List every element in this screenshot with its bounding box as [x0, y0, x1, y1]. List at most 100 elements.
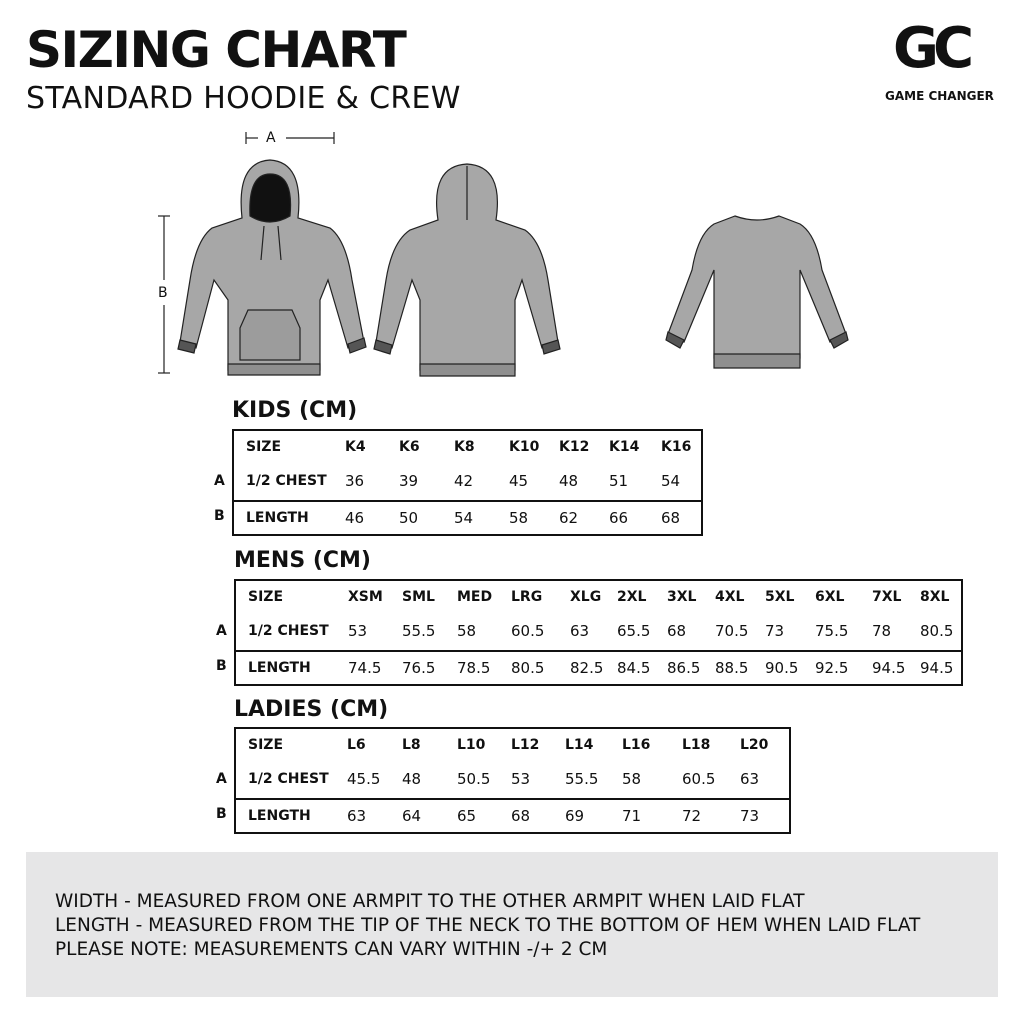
table-cell: 88.5	[715, 659, 749, 677]
table-cell: 68	[511, 807, 531, 825]
table-cell: 86.5	[667, 659, 701, 677]
header-cell: L20	[740, 737, 769, 753]
header-cell: SIZE	[248, 737, 284, 753]
table-title: LADIES (CM)	[234, 697, 389, 722]
table-cell: 73	[765, 622, 785, 640]
table-row: SIZE L6 L8 L10 L12 L14 L16 L18 L20	[236, 729, 789, 764]
notes-box: WIDTH - MEASURED FROM ONE ARMPIT TO THE …	[26, 852, 998, 997]
table-cell: 51	[609, 472, 629, 490]
table-cell: 65.5	[617, 622, 651, 640]
table-cell: 64	[402, 807, 422, 825]
table-cell: 55.5	[565, 770, 599, 788]
table-title: KIDS (CM)	[232, 398, 358, 423]
header-cell: 2XL	[617, 589, 647, 605]
header-cell: K10	[509, 439, 540, 455]
header-cell: L10	[457, 737, 486, 753]
table-cell: 1/2 CHEST	[248, 623, 329, 639]
table-cell: LENGTH	[246, 510, 309, 526]
table-cell: 60.5	[682, 770, 716, 788]
subtitle: STANDARD HOODIE & CREW	[26, 81, 461, 116]
table-cell: 90.5	[765, 659, 799, 677]
table-cell: 54	[454, 509, 474, 527]
table-cell: 72	[682, 807, 702, 825]
note-line: LENGTH - MEASURED FROM THE TIP OF THE NE…	[55, 915, 921, 936]
header-cell: 7XL	[872, 589, 902, 605]
table-row: LENGTH 63 64 65 68 69 71 72 73	[236, 798, 789, 833]
table-cell: 65	[457, 807, 477, 825]
row-marker: A	[216, 771, 227, 787]
table-row: 1/2 CHEST 45.5 48 50.5 53 55.5 58 60.5 63	[236, 763, 789, 798]
header-cell: SIZE	[248, 589, 284, 605]
logo-name: GAME CHANGER	[885, 89, 994, 103]
header-cell: K4	[345, 439, 366, 455]
header-cell: L8	[402, 737, 421, 753]
table-cell: 76.5	[402, 659, 436, 677]
header-cell: MED	[457, 589, 493, 605]
size-table: SIZE XSM SML MED LRG XLG 2XL 3XL 4XL 5XL 6XL 7XL 8XL…	[234, 579, 963, 686]
table-cell: 55.5	[402, 622, 436, 640]
header-cell: K12	[559, 439, 590, 455]
table-cell: 63	[570, 622, 590, 640]
table-row: SIZE XSM SML MED LRG XLG 2XL 3XL 4XL 5XL 6XL 7XL 8XL	[236, 581, 961, 616]
table-cell: 68	[667, 622, 687, 640]
size-table: SIZE K4 K6 K8 K10 K12 K14 K16 1/2 CHEST 36 39 42 45 4…	[232, 429, 703, 536]
header-cell: 4XL	[715, 589, 745, 605]
table-cell: 94.5	[872, 659, 906, 677]
row-marker: B	[216, 658, 227, 674]
table-row: LENGTH 74.5 76.5 78.5 80.5 82.5 84.5 86.5 88.5 90…	[236, 650, 961, 685]
header-cell: K14	[609, 439, 640, 455]
header-cell: SIZE	[246, 439, 282, 455]
note-line: WIDTH - MEASURED FROM ONE ARMPIT TO THE …	[55, 891, 805, 912]
table-cell: 62	[559, 509, 579, 527]
table-cell: 58	[457, 622, 477, 640]
header-cell: K8	[454, 439, 475, 455]
table-cell: 69	[565, 807, 585, 825]
header-cell: 6XL	[815, 589, 845, 605]
header-cell: XSM	[348, 589, 383, 605]
table-cell: 71	[622, 807, 642, 825]
table-cell: 75.5	[815, 622, 849, 640]
header-cell: LRG	[511, 589, 543, 605]
table-cell: 58	[509, 509, 529, 527]
table-cell: 80.5	[920, 622, 954, 640]
table-cell: 39	[399, 472, 419, 490]
row-marker: B	[214, 508, 225, 524]
table-cell: 84.5	[617, 659, 651, 677]
note-line: PLEASE NOTE: MEASUREMENTS CAN VARY WITHI…	[55, 939, 608, 960]
row-marker: B	[216, 806, 227, 822]
table-cell: 80.5	[511, 659, 545, 677]
header-cell: 3XL	[667, 589, 697, 605]
table-cell: 45.5	[347, 770, 381, 788]
table-cell: 92.5	[815, 659, 849, 677]
table-cell: 48	[402, 770, 422, 788]
table-cell: 74.5	[348, 659, 382, 677]
title: SIZING CHART	[26, 21, 407, 79]
table-row: SIZE K4 K6 K8 K10 K12 K14 K16	[234, 431, 701, 466]
garment-diagram	[158, 132, 849, 377]
header-cell: K16	[661, 439, 692, 455]
table-cell: 54	[661, 472, 681, 490]
row-marker: A	[214, 473, 225, 489]
table-row: 1/2 CHEST 53 55.5 58 60.5 63 65.5 68 70.5 73 75.5 7…	[236, 615, 961, 650]
table-cell: 48	[559, 472, 579, 490]
table-cell: 46	[345, 509, 365, 527]
table-cell: 60.5	[511, 622, 545, 640]
table-cell: 66	[609, 509, 629, 527]
table-cell: 36	[345, 472, 365, 490]
dimension-label: A	[266, 130, 276, 146]
dimension-label: B	[158, 285, 168, 301]
table-cell: 50	[399, 509, 419, 527]
table-cell: 58	[622, 770, 642, 788]
table-cell: 94.5	[920, 659, 954, 677]
table-cell: 63	[347, 807, 367, 825]
header-cell: L14	[565, 737, 594, 753]
table-cell: 82.5	[570, 659, 604, 677]
table-cell: 1/2 CHEST	[246, 473, 327, 489]
table-cell: 1/2 CHEST	[248, 771, 329, 787]
table-cell: 78.5	[457, 659, 491, 677]
header-cell: K6	[399, 439, 420, 455]
header-cell: L16	[622, 737, 651, 753]
header-cell: XLG	[570, 589, 602, 605]
row-marker: A	[216, 623, 227, 639]
